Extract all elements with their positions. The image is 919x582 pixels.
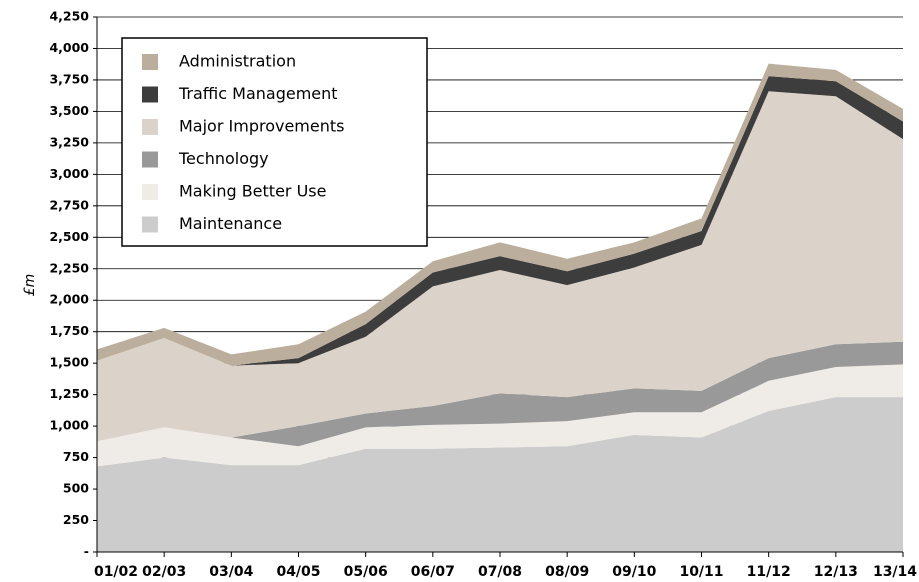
legend-swatch: [142, 184, 158, 200]
legend-label: Making Better Use: [179, 182, 326, 201]
legend-swatch: [142, 216, 158, 233]
legend-label: Administration: [179, 52, 296, 71]
area: [97, 341, 903, 447]
x-tick-label: 01/02: [94, 564, 138, 580]
legend-swatch: [142, 151, 158, 168]
legend-swatch: [142, 86, 158, 103]
legend-label: Major Improvements: [179, 117, 344, 136]
area: [97, 364, 903, 467]
y-tick-label: 2,250: [49, 260, 89, 275]
x-tick-label: 08/09: [545, 564, 589, 580]
y-tick-label: 500: [63, 481, 89, 496]
y-tick-label: 2,500: [49, 229, 89, 244]
x-tick-label: 02/03: [142, 564, 186, 580]
y-tick-label: 4,000: [49, 40, 89, 55]
legend-box: [121, 37, 428, 247]
area: [97, 91, 903, 442]
y-tick-label: 2,000: [49, 292, 89, 307]
x-tick-label: 10/11: [679, 564, 723, 580]
y-tick-label: 1,250: [49, 386, 89, 401]
y-tick-label: 3,000: [49, 166, 89, 181]
y-tick-label: 1,500: [49, 355, 89, 370]
y-tick-label: 250: [63, 512, 89, 527]
area: [97, 63, 903, 366]
x-tick-label: 06/07: [411, 564, 455, 580]
y-tick-label: 750: [63, 449, 89, 464]
x-tick-label: 13/14: [873, 564, 917, 580]
legend-swatch: [142, 54, 158, 70]
x-tick-label: 11/12: [747, 564, 791, 580]
y-axis-label: £m: [22, 274, 38, 297]
y-tick-label: 2,750: [49, 197, 89, 212]
x-tick-label: 04/05: [276, 564, 320, 580]
y-tick-label: 3,250: [49, 134, 89, 149]
legend-label: Traffic Management: [178, 84, 338, 103]
y-tick-label: 1,750: [49, 323, 89, 338]
legend-label: Technology: [178, 149, 269, 168]
y-tick-label: 3,750: [49, 71, 89, 86]
y-tick-label: 4,250: [49, 9, 89, 24]
x-tick-label: 05/06: [344, 564, 388, 580]
x-tick-label: 07/08: [478, 564, 522, 580]
y-tick-label: -: [84, 544, 89, 559]
legend-swatch: [142, 119, 158, 135]
y-tick-label: 3,500: [49, 103, 89, 118]
x-tick-label: 09/10: [612, 564, 656, 580]
y-tick-label: 1,000: [49, 418, 89, 433]
area: [97, 397, 903, 552]
x-tick-label: 03/04: [209, 564, 253, 580]
legend-label: Maintenance: [179, 214, 282, 233]
x-tick-label: 12/13: [814, 564, 858, 580]
